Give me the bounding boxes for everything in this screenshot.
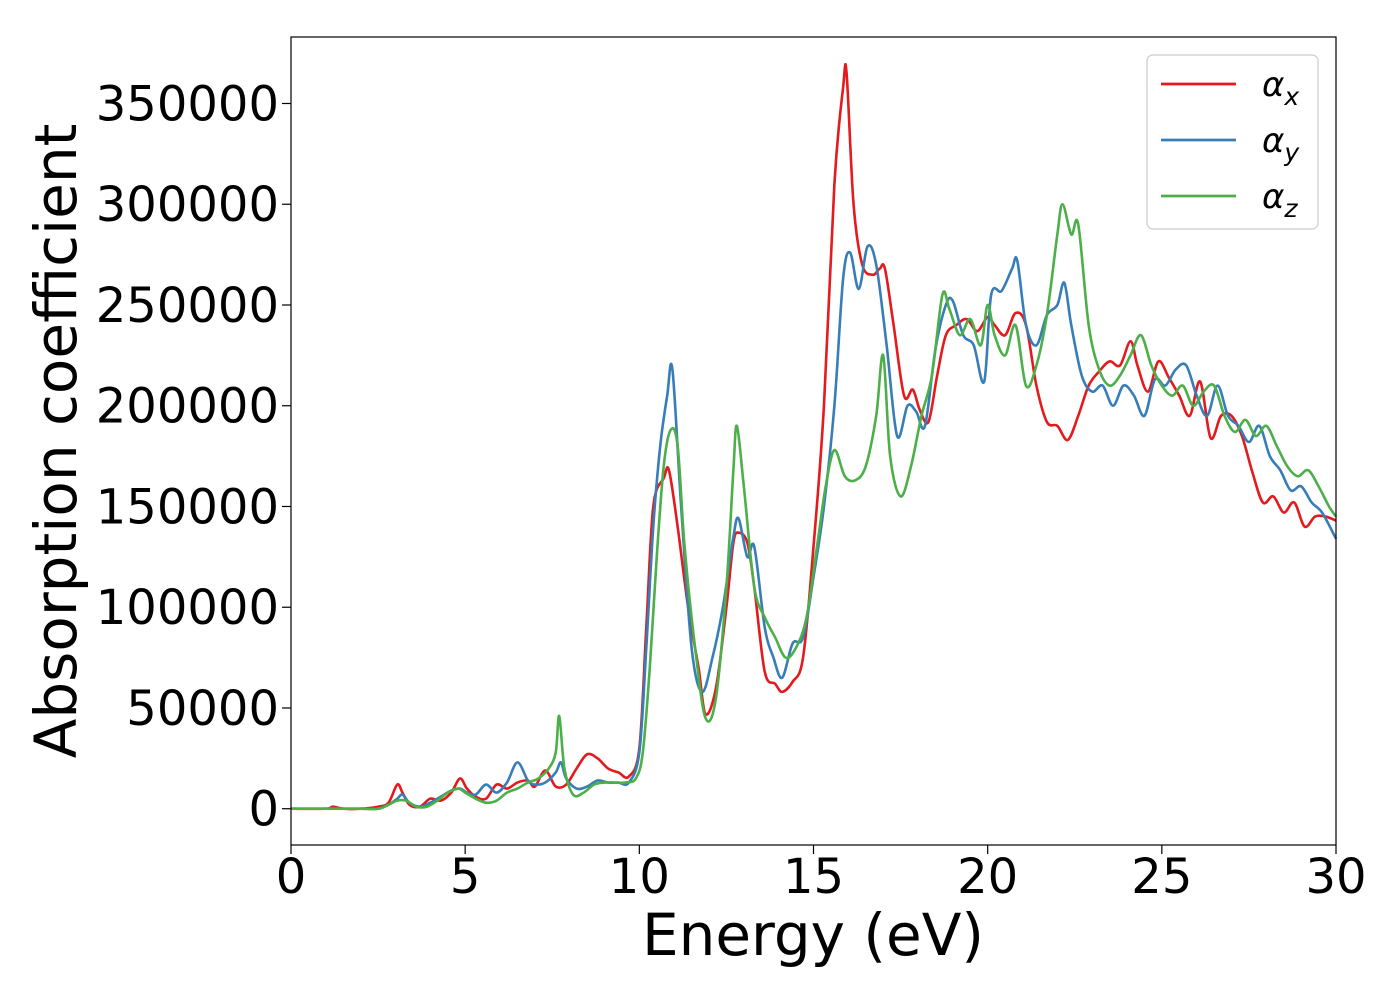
x-tick-label: 25 xyxy=(1131,849,1192,905)
y-axis: 0 50000 100000 150000 200000 250000 300000 3500… xyxy=(96,76,291,838)
legend-label-alpha-x: αx xyxy=(1262,65,1299,111)
legend-box xyxy=(1146,54,1319,230)
y-tick-label: 100000 xyxy=(96,580,279,636)
y-tick-label: 150000 xyxy=(96,479,279,535)
y-axis-label: Absorption coefficient xyxy=(22,124,90,759)
y-tick-label: 50000 xyxy=(126,681,279,737)
series-line-alpha-y xyxy=(291,244,1338,811)
x-axis: 0 5 10 15 20 25 30 xyxy=(276,845,1367,905)
y-tick-label: 0 xyxy=(248,782,279,838)
x-axis-label: Energy (eV) xyxy=(642,901,984,969)
x-tick-label: 5 xyxy=(450,849,481,905)
y-tick-label: 300000 xyxy=(96,177,279,233)
x-tick-label: 0 xyxy=(276,849,307,905)
x-tick-label: 30 xyxy=(1305,849,1366,905)
legend: αx αy αz xyxy=(1146,54,1319,230)
x-tick-label: 15 xyxy=(783,849,844,905)
legend-label-alpha-z: αz xyxy=(1262,177,1298,223)
y-tick-label: 350000 xyxy=(96,76,279,132)
y-tick-label: 200000 xyxy=(96,379,279,435)
series-line-alpha-z xyxy=(291,202,1338,811)
x-tick-label: 20 xyxy=(957,849,1018,905)
series-line-alpha-x xyxy=(290,63,1337,811)
x-tick-label: 10 xyxy=(609,849,670,905)
series-layer xyxy=(290,63,1338,811)
legend-label-alpha-y: αy xyxy=(1262,121,1300,167)
y-tick-label: 250000 xyxy=(96,278,279,334)
